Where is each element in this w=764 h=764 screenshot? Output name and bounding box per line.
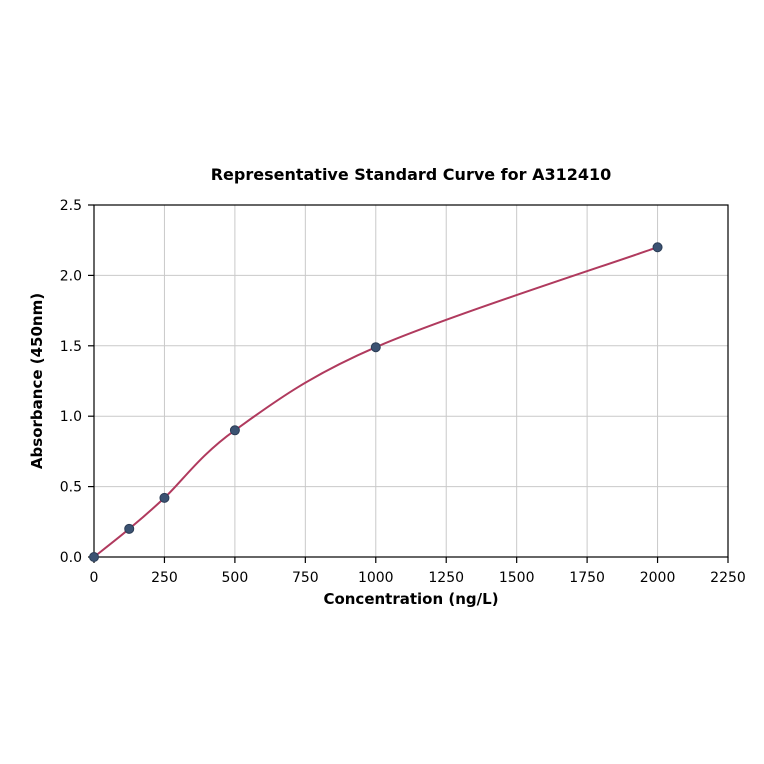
y-tick-label: 2.0 [60,268,82,284]
x-tick-label: 0 [90,570,99,586]
y-tick-label: 0.0 [60,550,82,566]
data-point-marker [89,552,99,562]
x-tick-label: 1000 [358,570,394,586]
x-tick-label: 250 [151,570,178,586]
x-tick-label: 2250 [710,570,746,586]
y-tick-label: 2.5 [60,198,82,214]
x-tick-label: 1500 [499,570,535,586]
chart-title-text: Representative Standard Curve for A31241… [211,165,612,184]
x-tick-label: 1750 [569,570,605,586]
x-tick-label: 750 [292,570,319,586]
x-axis-label: Concentration (ng/L) [323,590,498,608]
data-point-marker [229,425,240,436]
data-point-marker [124,523,135,534]
y-axis-label: Absorbance (450nm) [28,293,46,469]
data-point-marker [370,342,381,353]
y-tick-label: 0.5 [60,480,82,496]
x-tick-label: 2000 [640,570,676,586]
y-tick-label: 1.5 [60,339,82,355]
data-point-marker [652,242,663,253]
x-tick-label: 500 [222,570,249,586]
x-tick-label: 1250 [428,570,464,586]
y-tick-label: 1.0 [60,409,82,425]
plot-border [93,204,729,558]
data-point-marker [159,492,170,503]
